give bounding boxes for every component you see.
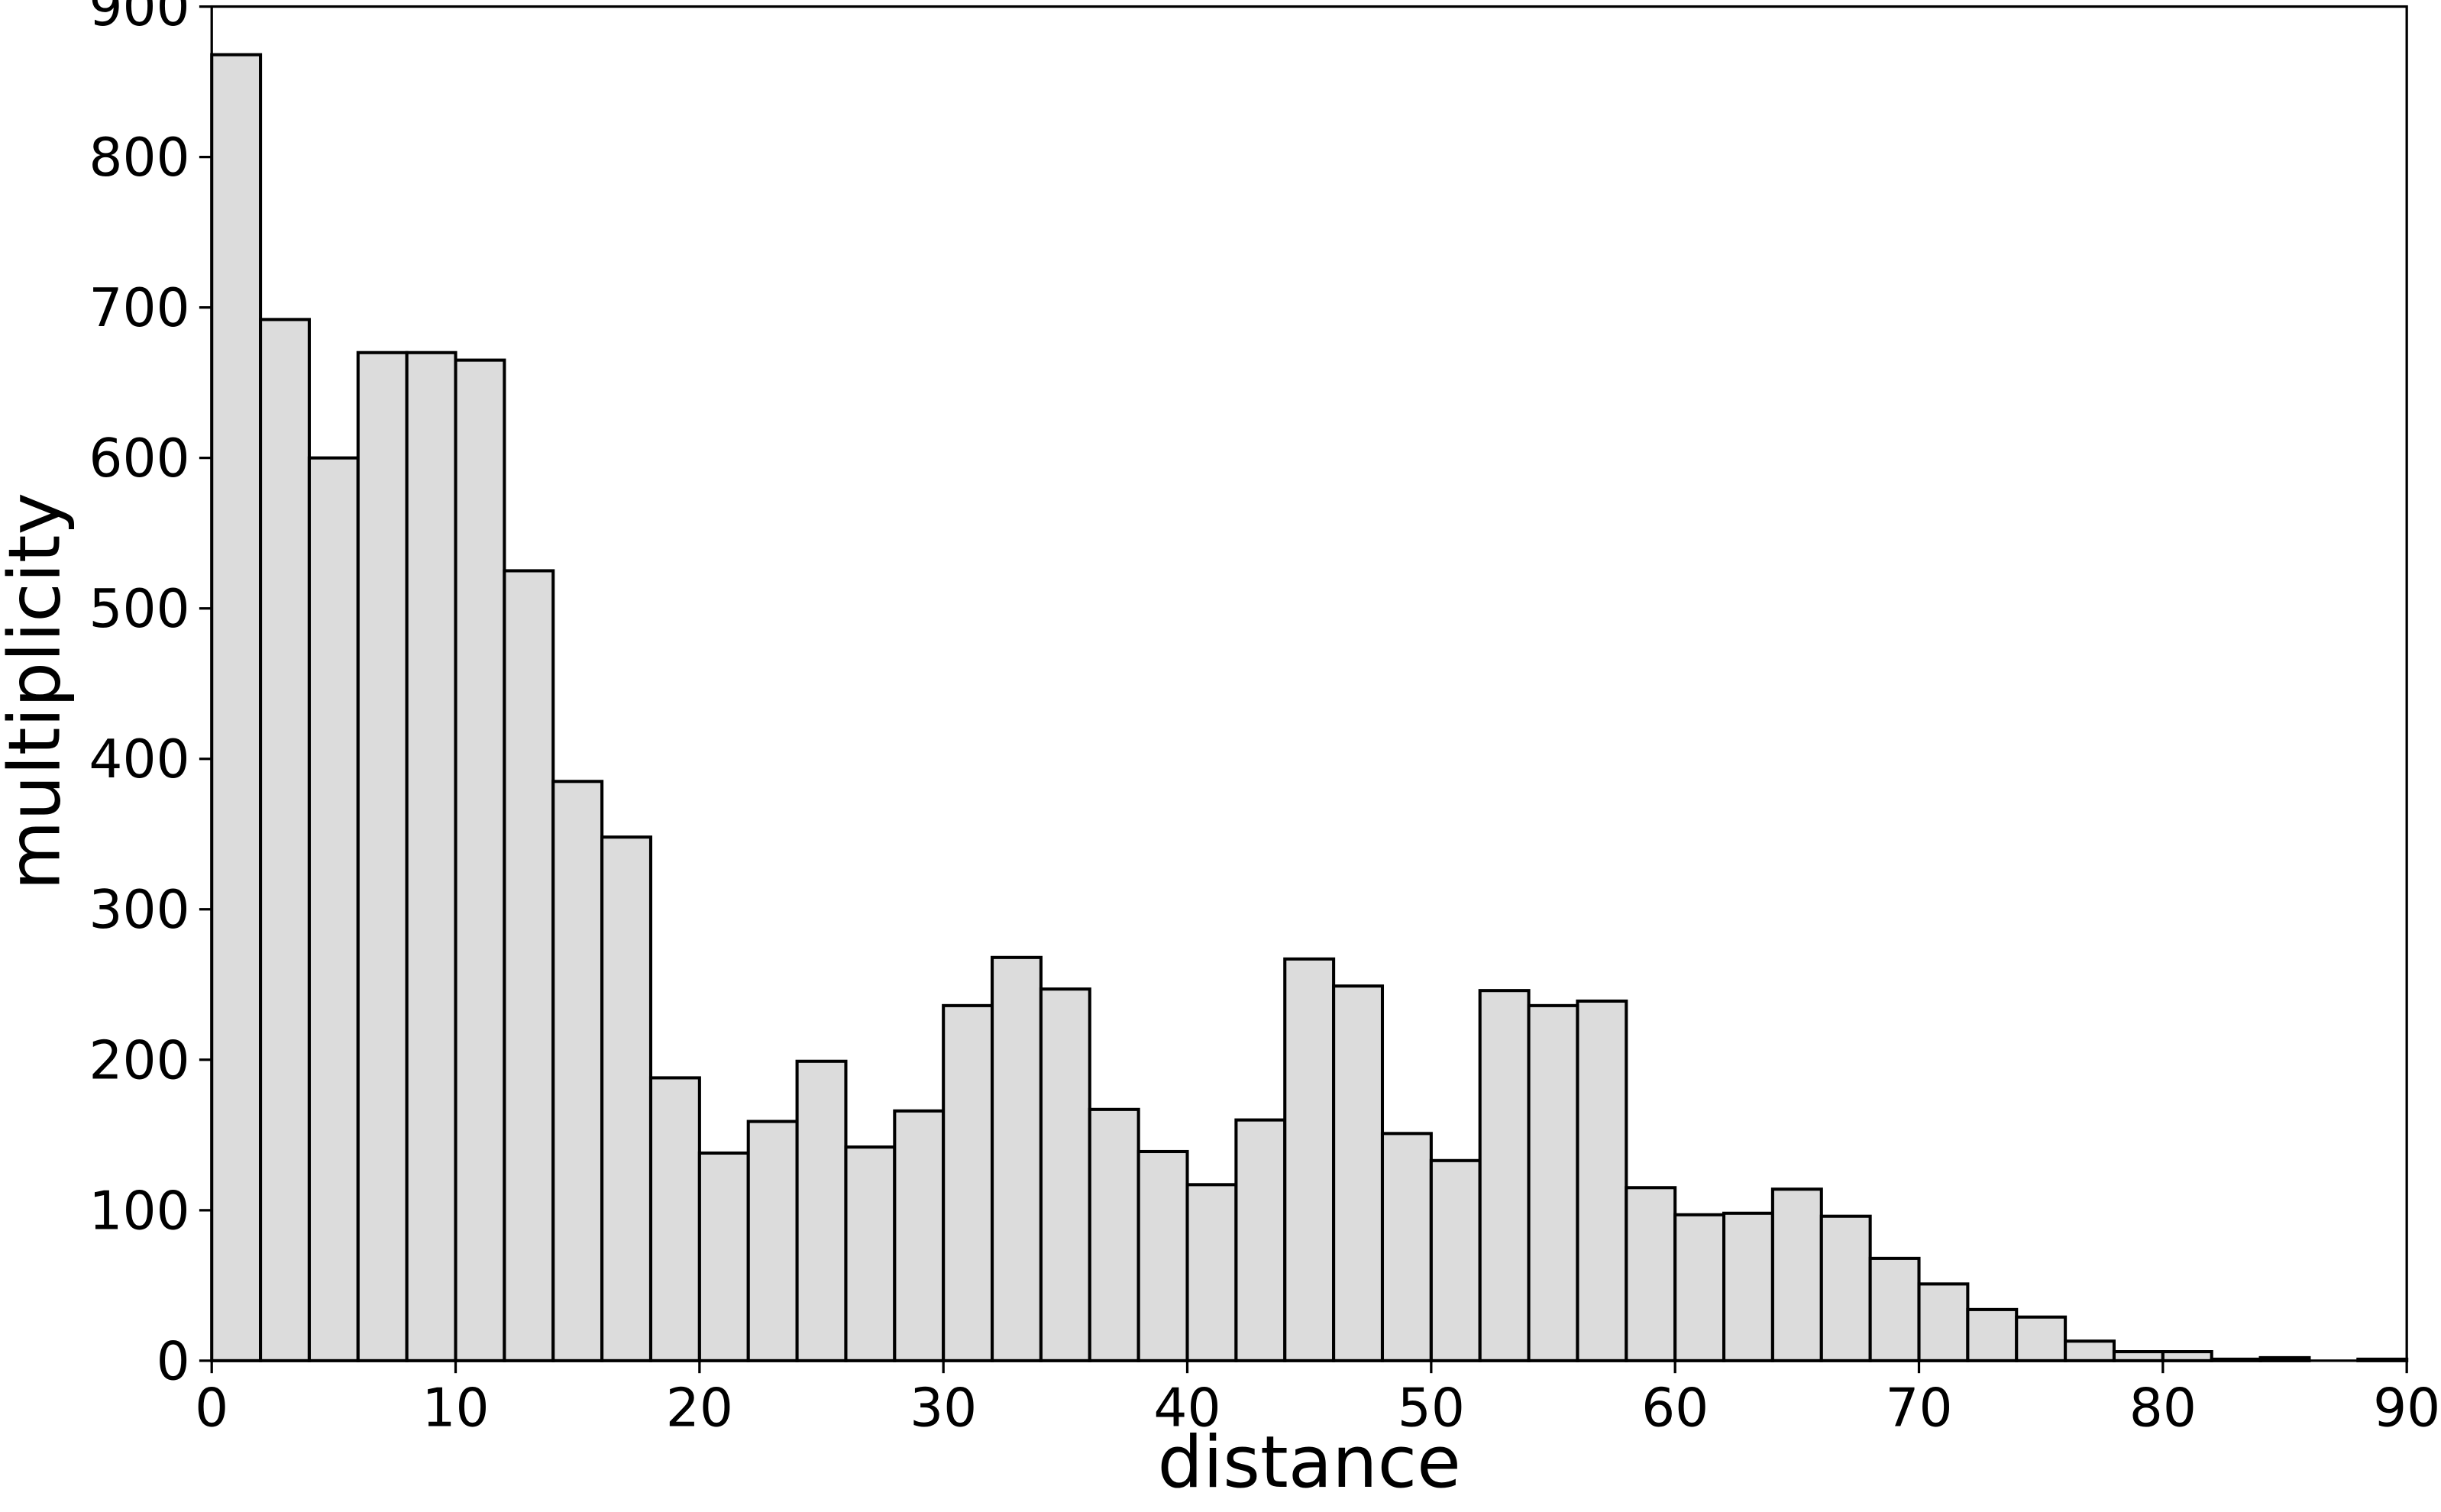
bar <box>2112 1350 2165 1362</box>
x-tick-label: 20 <box>666 1378 733 1439</box>
y-tick-label: 700 <box>89 278 189 339</box>
y-tick-label: 500 <box>89 579 189 640</box>
y-tick-label: 600 <box>89 428 189 489</box>
bar <box>1234 1118 1287 1362</box>
bar <box>454 358 506 1362</box>
bar <box>356 351 409 1362</box>
bar <box>1088 1107 1140 1362</box>
x-axis-label: distance <box>1158 1421 1461 1504</box>
x-tick-label: 60 <box>1641 1378 1709 1439</box>
bar <box>746 1119 799 1362</box>
x-tick-label: 0 <box>195 1378 228 1439</box>
bar <box>1722 1211 1774 1362</box>
bar <box>1868 1256 1921 1362</box>
x-tick-label: 30 <box>910 1378 977 1439</box>
bar <box>503 569 555 1362</box>
bar <box>893 1109 946 1362</box>
bar <box>1136 1149 1189 1362</box>
bar <box>1185 1183 1238 1362</box>
bar <box>991 955 1043 1362</box>
bar <box>2015 1315 2068 1362</box>
bar <box>1039 987 1091 1362</box>
y-tick-label: 900 <box>89 0 189 38</box>
bar <box>697 1151 750 1362</box>
bar <box>1770 1187 1823 1362</box>
bar <box>1380 1132 1433 1362</box>
bar <box>307 456 360 1362</box>
bar <box>942 1003 994 1362</box>
bar <box>1283 957 1336 1362</box>
bar <box>1429 1158 1482 1362</box>
bar <box>844 1145 897 1362</box>
x-tick-label: 70 <box>1885 1378 1952 1439</box>
x-tick-label: 50 <box>1398 1378 1465 1439</box>
y-tick-label: 800 <box>89 128 189 189</box>
bar <box>1673 1213 1726 1362</box>
bar <box>210 53 263 1362</box>
y-axis-label: multiplicity <box>0 493 76 890</box>
x-tick-label: 90 <box>2373 1378 2440 1439</box>
x-tick-label: 10 <box>422 1378 489 1439</box>
bar <box>795 1059 848 1362</box>
plot-frame <box>210 5 2408 1362</box>
bar <box>405 351 457 1362</box>
bar <box>1527 1003 1579 1362</box>
y-tick-label: 300 <box>89 880 189 941</box>
y-tick-label: 0 <box>157 1331 190 1392</box>
bar <box>259 318 311 1362</box>
bar <box>1332 984 1385 1362</box>
bar <box>2064 1339 2116 1362</box>
x-tick-label: 40 <box>1153 1378 1220 1439</box>
bar <box>600 835 653 1362</box>
bar <box>2161 1350 2213 1362</box>
x-tick-label: 80 <box>2129 1378 2197 1439</box>
bar <box>1819 1214 1872 1362</box>
y-tick-label: 100 <box>89 1181 189 1242</box>
bar <box>551 780 604 1362</box>
bar <box>1966 1307 2019 1362</box>
bar <box>1478 989 1531 1362</box>
bar <box>1917 1282 1970 1362</box>
y-tick-label: 400 <box>89 729 189 790</box>
y-tick-label: 200 <box>89 1030 189 1091</box>
bar <box>1576 999 1628 1362</box>
bar <box>648 1076 701 1362</box>
bar <box>1625 1186 1677 1362</box>
